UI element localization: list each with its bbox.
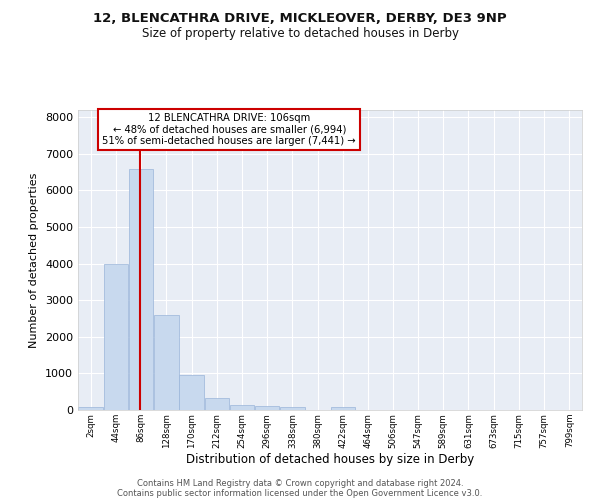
Bar: [205, 398, 229, 410]
Bar: [154, 315, 179, 410]
Bar: [331, 407, 355, 410]
Bar: [230, 405, 254, 410]
Bar: [280, 408, 305, 410]
Bar: [79, 407, 103, 410]
Text: Contains HM Land Registry data © Crown copyright and database right 2024.: Contains HM Land Registry data © Crown c…: [137, 478, 463, 488]
Y-axis label: Number of detached properties: Number of detached properties: [29, 172, 40, 348]
Bar: [255, 406, 280, 410]
Text: 12 BLENCATHRA DRIVE: 106sqm
← 48% of detached houses are smaller (6,994)
51% of : 12 BLENCATHRA DRIVE: 106sqm ← 48% of det…: [103, 113, 356, 146]
Bar: [104, 264, 128, 410]
Text: Contains public sector information licensed under the Open Government Licence v3: Contains public sector information licen…: [118, 488, 482, 498]
Text: Size of property relative to detached houses in Derby: Size of property relative to detached ho…: [142, 28, 458, 40]
Text: 12, BLENCATHRA DRIVE, MICKLEOVER, DERBY, DE3 9NP: 12, BLENCATHRA DRIVE, MICKLEOVER, DERBY,…: [93, 12, 507, 26]
Bar: [129, 168, 154, 410]
X-axis label: Distribution of detached houses by size in Derby: Distribution of detached houses by size …: [186, 453, 474, 466]
Bar: [179, 375, 204, 410]
